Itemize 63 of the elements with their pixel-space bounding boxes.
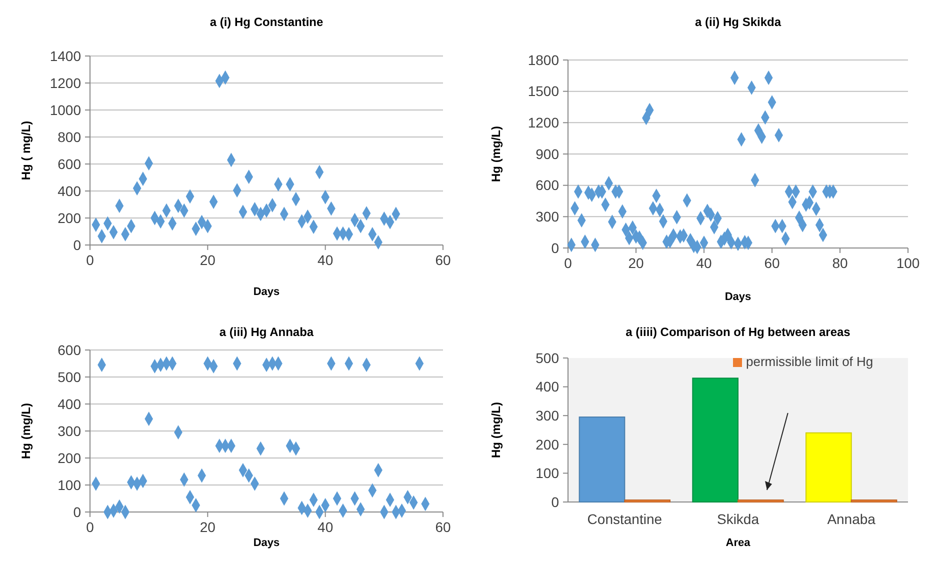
y-tick-label: 600 — [536, 177, 560, 194]
y-tick-label: 400 — [58, 396, 82, 412]
x-axis-title: Days — [253, 537, 280, 549]
y-tick-label: 400 — [536, 378, 560, 395]
x-tick-label: 60 — [435, 519, 451, 535]
chart-title: a (iii) Hg Annaba — [219, 325, 314, 339]
y-tick-label: 500 — [58, 368, 82, 385]
y-tick-label: 600 — [58, 156, 82, 172]
x-tick-label: Constantine — [587, 511, 662, 527]
chart-title: a (i) Hg Constantine — [210, 15, 324, 29]
x-tick-label: 60 — [764, 255, 780, 271]
x-tick-label: 0 — [86, 252, 94, 268]
y-tick-label: 0 — [73, 236, 82, 253]
y-tick-label: 0 — [551, 240, 560, 256]
y-tick-label: 1200 — [528, 114, 560, 131]
x-tick-label: 0 — [564, 255, 572, 271]
y-tick-label: 300 — [536, 408, 560, 424]
x-tick-label: 20 — [628, 255, 644, 271]
x-tick-label: 80 — [832, 255, 848, 271]
y-tick-label: 0 — [551, 494, 560, 510]
y-tick-label: 300 — [58, 422, 82, 439]
y-tick-label: 400 — [58, 182, 82, 199]
x-axis-title: Days — [724, 291, 752, 303]
y-tick-label: 200 — [58, 210, 82, 226]
bar — [578, 416, 626, 502]
y-tick-label: 500 — [536, 350, 560, 366]
y-tick-label: 800 — [58, 128, 82, 145]
y-tick-label: 1200 — [50, 74, 82, 91]
chart-title: a (iiii) Comparison of Hg between areas — [626, 325, 851, 339]
y-tick-label: 300 — [536, 208, 560, 225]
y-tick-label: 100 — [58, 476, 82, 493]
bar — [806, 432, 852, 502]
bar — [738, 500, 784, 502]
x-tick-label: 40 — [696, 255, 712, 271]
x-axis-title: Days — [253, 286, 280, 298]
x-tick-label: 40 — [318, 252, 334, 268]
bar — [692, 378, 738, 502]
y-tick-label: 1400 — [50, 48, 82, 64]
y-tick-label: 1800 — [528, 52, 560, 68]
y-tick-label: 200 — [536, 436, 560, 452]
x-tick-label: 100 — [896, 255, 920, 271]
y-tick-label: 1000 — [50, 102, 82, 118]
x-tick-label: 60 — [435, 252, 451, 268]
y-tick-label: 100 — [536, 465, 560, 482]
x-tick-label: 20 — [200, 519, 216, 535]
chart-title: a (ii) Hg Skikda — [694, 15, 782, 29]
bar — [624, 500, 670, 502]
y-tick-label: 900 — [536, 146, 560, 162]
x-axis-title: Area — [726, 537, 752, 549]
x-tick-label: 40 — [318, 519, 334, 535]
y-axis-title: Hg (mg/L) — [489, 402, 503, 458]
y-tick-label: 1500 — [528, 83, 560, 100]
y-axis-title: Hg (mg/L) — [19, 403, 33, 459]
y-tick-label: 200 — [58, 450, 82, 466]
y-axis-title: Hg (mg/L) — [489, 126, 503, 182]
x-tick-label: Skikda — [716, 511, 760, 527]
y-tick-label: 600 — [58, 342, 82, 358]
y-axis-title: Hg ( mg/L) — [19, 120, 33, 180]
x-tick-label: 20 — [200, 252, 216, 268]
bar — [850, 500, 898, 502]
x-tick-label: Annaba — [827, 511, 876, 527]
x-tick-label: 0 — [86, 519, 94, 535]
legend-label: permissible limit of Hg — [746, 354, 874, 369]
